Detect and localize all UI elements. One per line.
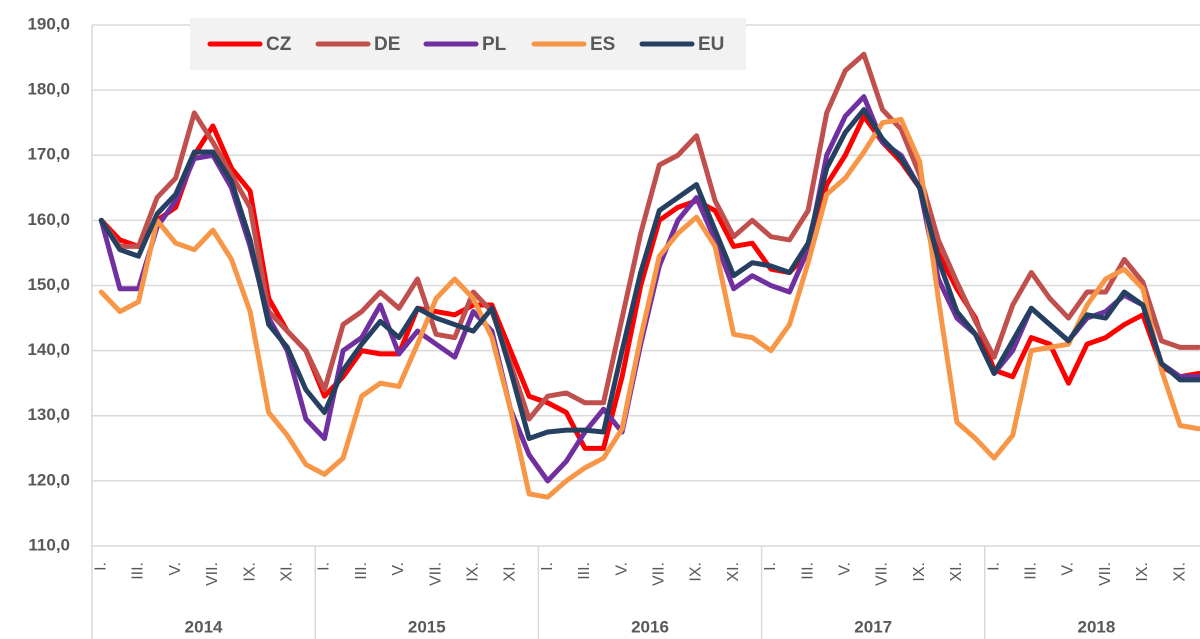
x-tick-label: I. [93,562,110,571]
y-tick-label: 150,0 [27,275,70,294]
x-tick-label: I. [985,562,1002,571]
x-tick-label: V. [167,562,184,576]
y-tick-label: 180,0 [27,80,70,99]
legend-label: DE [374,34,400,55]
year-label: 2016 [631,617,669,636]
x-tick-label: IX. [241,562,258,582]
y-tick-label: 190,0 [27,14,70,33]
series-line [98,116,1200,500]
legend-label: PL [482,34,507,55]
x-tick-label: XI. [279,562,296,582]
legend-label: ES [590,34,615,55]
legend-label: EU [698,34,724,55]
x-tick-label: III. [576,562,593,580]
year-label: 2015 [408,617,446,636]
x-tick-label: III. [799,562,816,580]
y-tick-label: 160,0 [27,210,70,229]
x-tick-label: I. [316,562,333,571]
year-label: 2018 [1077,617,1115,636]
x-tick-label: IX. [688,562,705,582]
x-tick-label: V. [390,562,407,576]
x-tick-label: III. [1023,562,1040,580]
y-tick-label: 170,0 [27,145,70,164]
x-tick-label: XI. [948,562,965,582]
x-tick-label: XI. [502,562,519,582]
x-tick-label: I. [762,562,779,571]
x-tick-label: VII. [651,562,668,586]
x-tick-label: IX. [1134,562,1151,582]
y-tick-label: 120,0 [27,470,70,489]
y-tick-label: 110,0 [28,535,70,554]
x-tick-label: V. [613,562,630,576]
x-tick-label: VII. [1097,562,1114,586]
x-tick-label: VII. [204,562,221,586]
year-label: 2014 [185,617,223,636]
x-tick-label: IX. [465,562,482,582]
x-tick-label: III. [353,562,370,580]
x-tick-label: III. [130,562,147,580]
x-tick-label: VII. [427,562,444,586]
year-label: 2017 [854,617,892,636]
x-tick-label: VII. [874,562,891,586]
x-tick-label: V. [837,562,854,576]
series-line [98,107,1200,442]
x-tick-label: I. [539,562,556,571]
x-tick-label: IX. [911,562,928,582]
x-tick-label: XI. [725,562,742,582]
series-line [98,51,1200,422]
y-tick-label: 130,0 [27,405,70,424]
x-tick-label: XI. [1171,562,1188,582]
legend-label: CZ [266,34,292,55]
y-tick-label: 140,0 [27,340,70,359]
x-tick-label: V. [1060,562,1077,576]
